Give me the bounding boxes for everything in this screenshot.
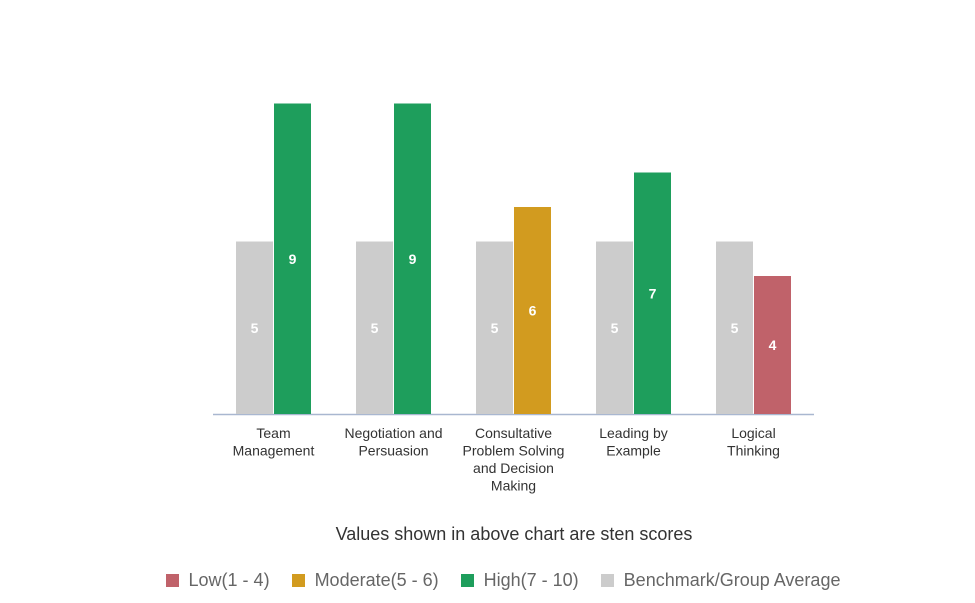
category-label-4: Logical Thinking [727, 425, 780, 459]
category-label-3: Leading by Example [599, 425, 668, 459]
score-bar-1[interactable] [394, 103, 431, 415]
benchmark-bar-4-value-label: 5 [731, 320, 739, 336]
score-bar-2-value-label: 6 [529, 303, 537, 319]
category-label-line: Management [233, 443, 315, 459]
score-bar-4-value-label: 4 [769, 337, 777, 353]
score-bar-2[interactable] [514, 207, 551, 414]
category-label-line: Consultative [475, 425, 552, 441]
category-label-1: Negotiation and Persuasion [344, 425, 442, 459]
score-bar-0[interactable] [274, 103, 311, 415]
benchmark-bar-0-value-label: 5 [251, 320, 259, 336]
category-label-line: and Decision [473, 460, 554, 476]
legend-swatch-low [165, 574, 179, 587]
category-label-0: Team Management [233, 425, 315, 459]
score-bar-4[interactable] [754, 276, 791, 414]
legend-item-moderate[interactable]: Moderate(5 - 6) [291, 570, 439, 591]
category-label-line: Logical [731, 425, 775, 441]
legend-label-benchmark: Benchmark/Group Average [623, 570, 841, 590]
score-bar-3[interactable] [634, 172, 671, 415]
benchmark-bar-1-value-label: 5 [371, 320, 379, 336]
legend-label-low: Low(1 - 4) [188, 570, 270, 590]
category-label-2: Consultative Problem Solving and Decision M… [463, 425, 565, 494]
score-bar-3-value-label: 7 [649, 285, 657, 301]
legend-label-moderate: Moderate(5 - 6) [314, 570, 439, 590]
legend-item-high[interactable]: High(7 - 10) [460, 570, 579, 591]
category-label-line: Leading by [599, 425, 668, 441]
category-label-line: Thinking [727, 443, 780, 459]
benchmark-bar-4[interactable] [716, 241, 753, 415]
legend-label-high: High(7 - 10) [483, 570, 579, 590]
legend-swatch-moderate [291, 574, 305, 587]
category-label-line: Negotiation and [344, 425, 442, 441]
category-label-line: Making [491, 478, 536, 494]
benchmark-bar-1[interactable] [356, 241, 393, 415]
benchmark-bar-3-value-label: 5 [611, 320, 619, 336]
legend-swatch-benchmark [600, 574, 614, 587]
benchmark-bar-0[interactable] [236, 241, 273, 415]
legend: Low(1 - 4) Moderate(5 - 6) High(7 - 10) … [0, 570, 975, 591]
chart-caption: Values shown in above chart are sten sco… [335, 524, 693, 544]
bars-group: 5 9 5 9 5 6 5 7 5 4 [236, 103, 791, 415]
category-label-line: Team [256, 425, 290, 441]
benchmark-bar-2-value-label: 5 [491, 320, 499, 336]
category-label-line: Example [606, 443, 661, 459]
benchmark-bar-3[interactable] [596, 241, 633, 415]
category-labels-group: Team Management Negotiation and Persuasion C… [233, 425, 780, 494]
legend-item-benchmark[interactable]: Benchmark/Group Average [600, 570, 841, 591]
score-bar-1-value-label: 9 [409, 251, 417, 267]
legend-item-low[interactable]: Low(1 - 4) [165, 570, 270, 591]
category-label-line: Problem Solving [463, 443, 565, 459]
legend-swatch-high [460, 574, 474, 587]
benchmark-bar-2[interactable] [476, 241, 513, 415]
score-bar-0-value-label: 9 [289, 251, 297, 267]
bar-chart: 5 9 5 9 5 6 5 7 5 4 Team Management Negotiation and… [213, 103, 814, 494]
category-label-line: Persuasion [358, 443, 428, 459]
